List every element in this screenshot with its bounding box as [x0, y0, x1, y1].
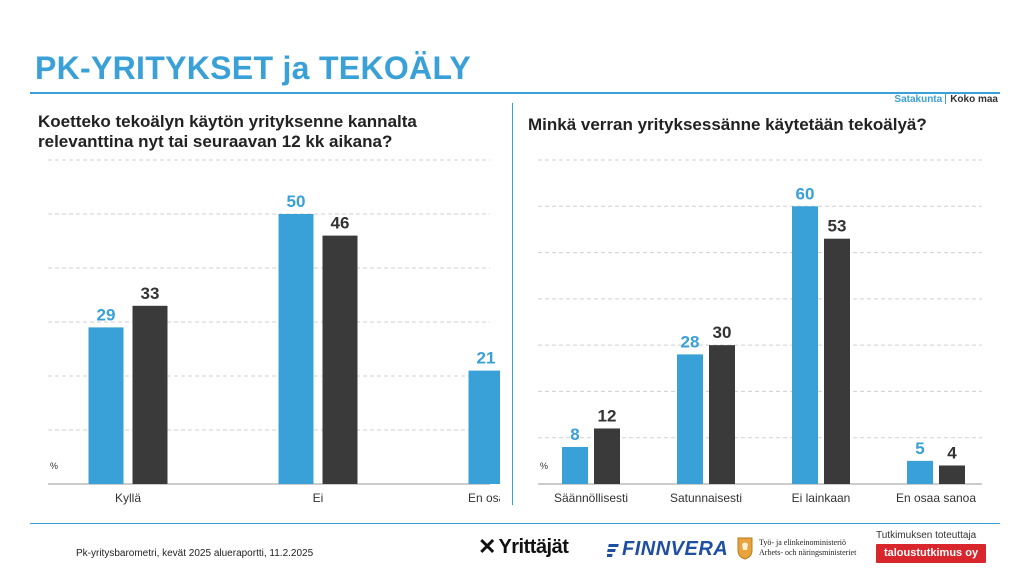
legend-series-1: Satakunta [894, 94, 943, 105]
y-axis-unit-label: % [50, 461, 58, 471]
legend-separator [945, 93, 947, 104]
chart-1-title: Koetteko tekoälyn käytön yrityksenne kan… [38, 112, 417, 151]
data-label: 53 [828, 217, 847, 236]
data-label: 50 [287, 192, 306, 211]
data-label: 33 [141, 284, 160, 303]
tem-name-fi: Työ- ja elinkeinoministeriö [759, 538, 846, 547]
data-label: 46 [331, 214, 350, 233]
legend-series-2: Koko maa [950, 94, 998, 105]
x-tick-label: Satunnaisesti [670, 491, 742, 505]
finnvera-logo: FINNVERA [607, 538, 728, 561]
finnvera-logo-text: FINNVERA [622, 538, 729, 560]
x-tick-label: En osaa sanoa [896, 491, 976, 505]
yrittajat-logo-text: Yrittäjät [498, 535, 569, 558]
source-note: Pk-yritysbarometri, kevät 2025 aluerapor… [76, 548, 314, 559]
bar-satakunta [792, 206, 818, 484]
bar-satakunta [677, 354, 703, 484]
page-title: PK-YRITYKSET ja TEKOÄLY [35, 50, 472, 86]
data-label: 21 [477, 349, 496, 368]
bar-satakunta [278, 214, 314, 484]
data-label: 4 [947, 443, 957, 462]
data-label: 29 [97, 305, 116, 324]
lion-crest-icon [737, 537, 753, 560]
data-label: 28 [681, 332, 700, 351]
x-tick-label: Ei [313, 491, 324, 505]
x-tick-label: Kyllä [115, 491, 141, 505]
chart-1-relevance: %2933Kyllä5046Ei2121En osaa sanoa [48, 159, 500, 505]
chart-2-title: Minkä verran yrityksessänne käytetään te… [528, 115, 927, 134]
data-label: 30 [713, 323, 732, 342]
x-tick-label: En osaa sanoa [468, 491, 500, 505]
bar-koko-maa [939, 465, 965, 484]
chart-legend: Satakunta Koko maa [894, 93, 998, 105]
bar-satakunta [468, 370, 500, 484]
bar-satakunta [88, 327, 124, 484]
research-label: Tutkimuksen toteuttaja [876, 530, 977, 541]
bar-koko-maa [322, 235, 358, 484]
footer-divider [30, 523, 1000, 524]
data-label: 8 [570, 425, 579, 444]
bar-koko-maa [709, 345, 735, 484]
bar-satakunta [562, 446, 588, 484]
bar-satakunta [907, 460, 933, 484]
chart-2-usage: % 8 12 Säännöllisesti 28 30 Satunnaisesti 60 53 E… [538, 159, 982, 505]
bar-koko-maa [132, 305, 168, 484]
finnvera-mark-icon [607, 543, 619, 557]
data-label: 12 [598, 406, 617, 425]
y-axis-unit-label: % [540, 461, 548, 471]
panel-divider [512, 103, 513, 505]
data-label: 5 [915, 439, 924, 458]
data-label: 60 [796, 184, 815, 203]
tem-logo: Työ- ja elinkeinoministeriö Arbets- och … [736, 536, 856, 560]
bar-koko-maa [824, 238, 850, 484]
x-tick-label: Säännöllisesti [554, 491, 628, 505]
yrittajat-logo: ✕ Yrittäjät [478, 534, 569, 560]
x-tick-label: Ei lainkaan [792, 491, 851, 505]
title-divider [30, 92, 1000, 94]
tem-name-sv: Arbets- och näringsministeriet [759, 548, 857, 557]
taloustutkimus-logo: taloustutkimus oy [876, 544, 986, 563]
yrittajat-mark-icon: ✕ [478, 534, 497, 559]
bar-koko-maa [594, 428, 620, 484]
